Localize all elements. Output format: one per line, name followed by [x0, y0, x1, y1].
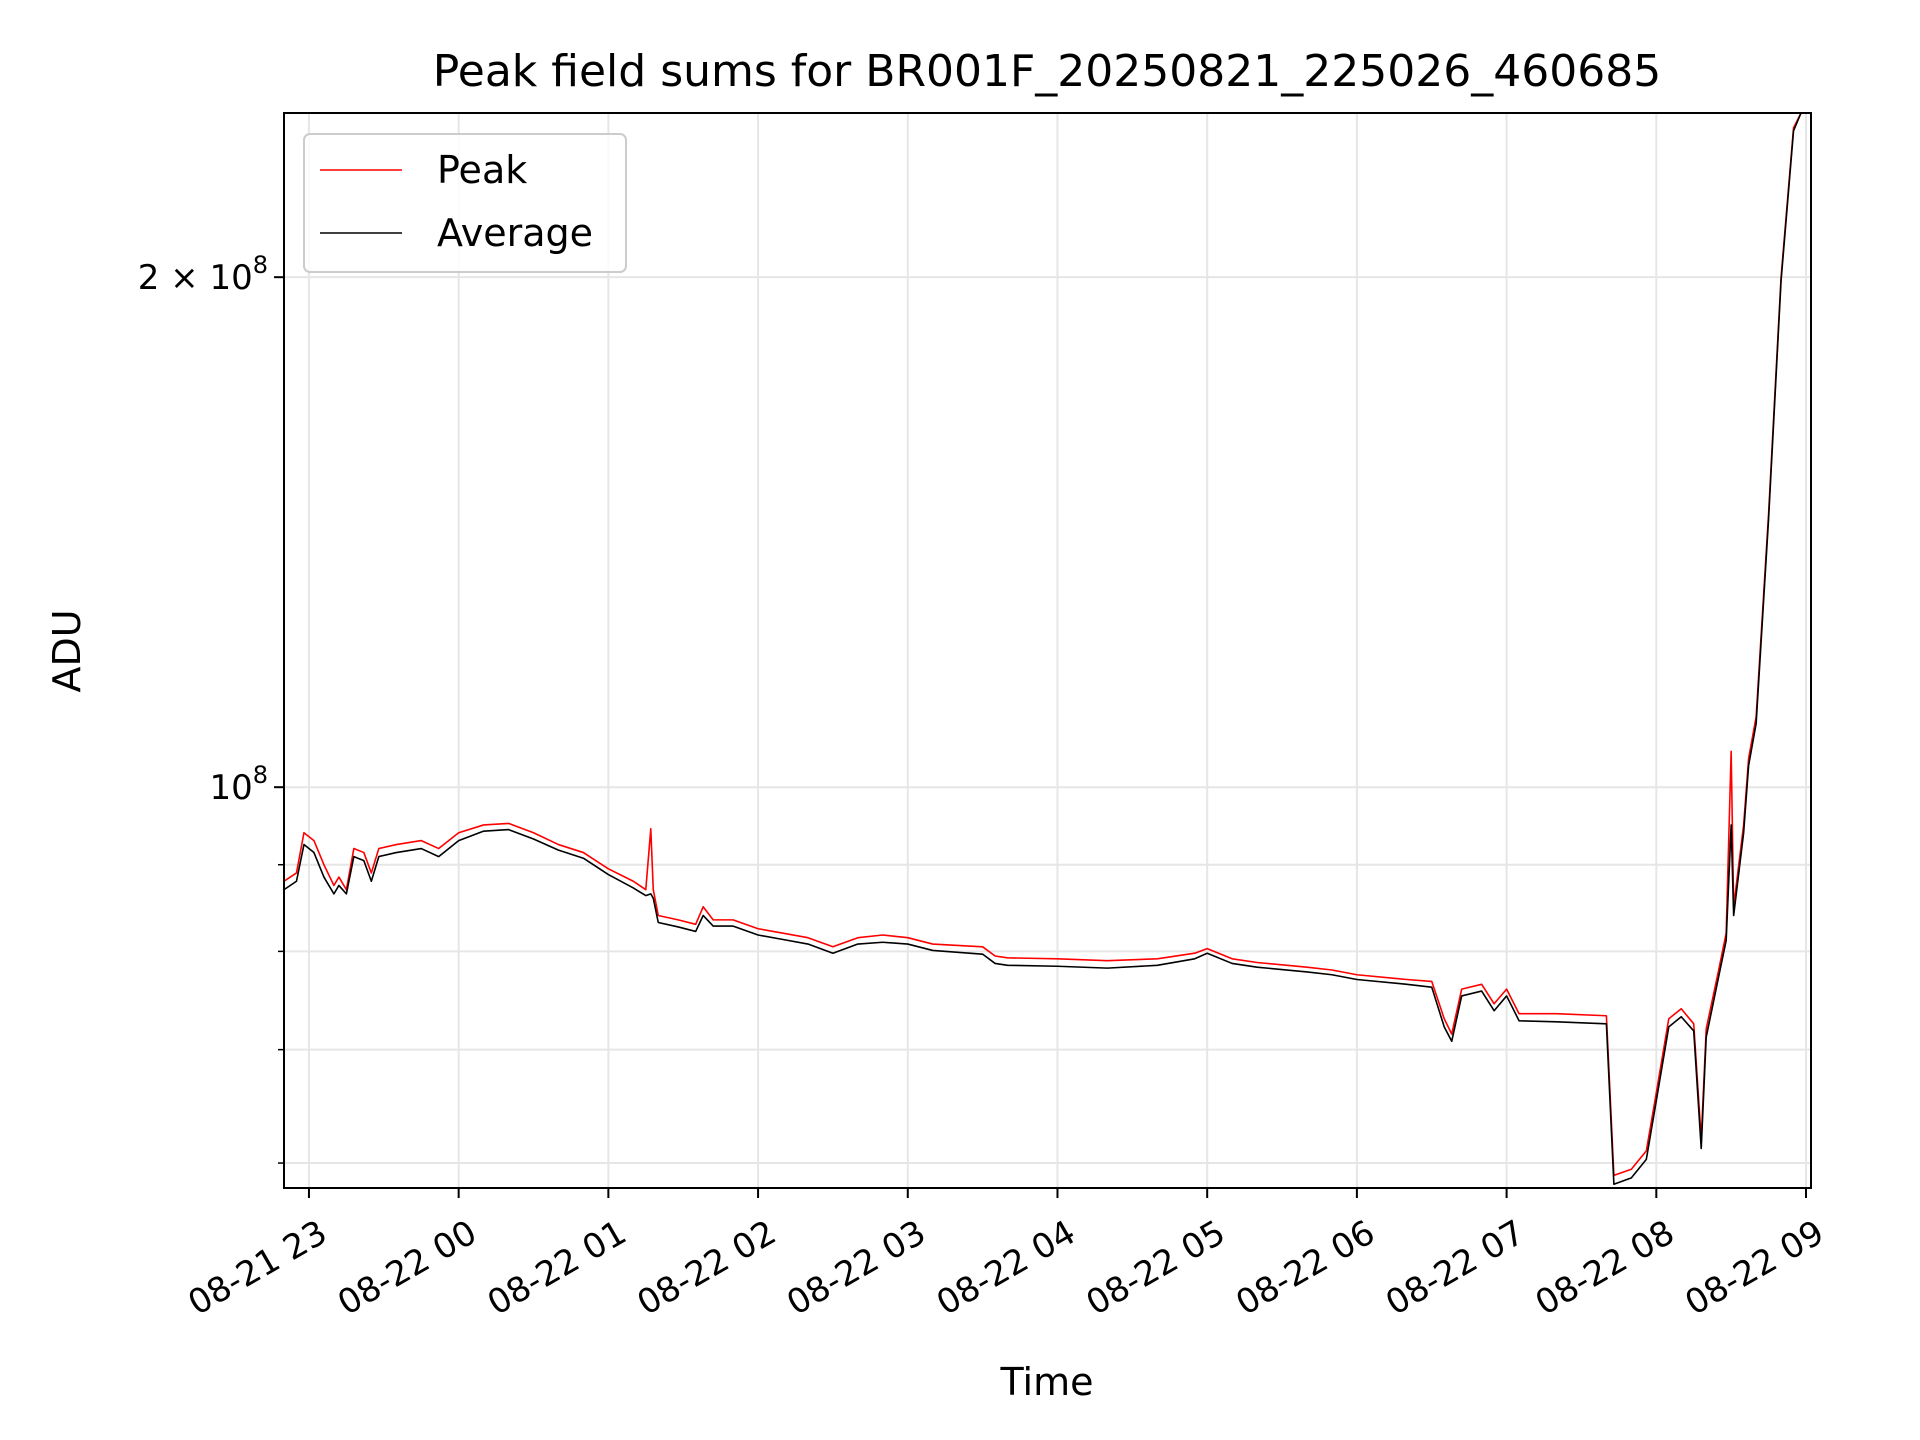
legend-label-peak: Peak — [437, 148, 527, 192]
plot-frame — [283, 112, 1812, 1189]
y-tick-label: 108 — [209, 761, 268, 808]
legend: Peak Average — [303, 133, 627, 273]
y-tick-label-base: 10 — [209, 768, 252, 808]
chart-title: Peak field sums for BR001F_20250821_2250… — [433, 46, 1661, 97]
y-tick-label: 2 × 108 — [138, 251, 268, 298]
series-line-peak — [284, 113, 1802, 1177]
legend-label-average: Average — [437, 211, 593, 255]
y-tick-label-base: 2 × 10 — [138, 258, 253, 298]
y-tick-label-exponent: 8 — [253, 251, 268, 279]
series-line-average — [284, 113, 1802, 1185]
y-tick-label-exponent: 8 — [253, 761, 268, 789]
x-axis-label: Time — [1000, 1360, 1094, 1404]
series-layer — [284, 113, 1802, 1185]
grid — [284, 113, 1811, 1188]
legend-box — [303, 133, 627, 273]
y-axis-label: ADU — [45, 609, 89, 692]
